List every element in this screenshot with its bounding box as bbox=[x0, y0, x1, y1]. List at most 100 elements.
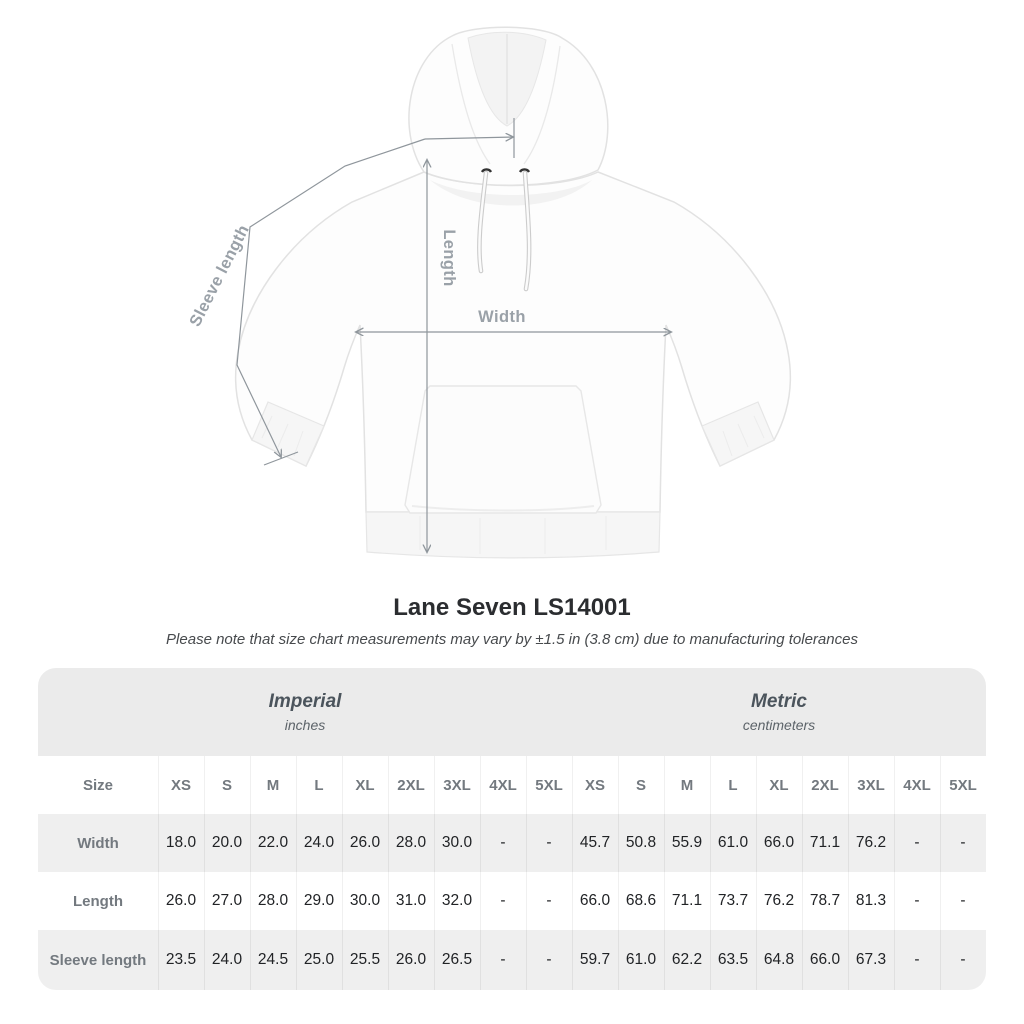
column-header: 3XL bbox=[848, 756, 894, 814]
imperial-unit-label: inches bbox=[284, 717, 326, 733]
table-cell: 71.1 bbox=[802, 814, 848, 872]
imperial-section-header: Imperial inches bbox=[38, 668, 572, 756]
drawstring-left-hl bbox=[478, 171, 488, 273]
table-cell: 28.0 bbox=[250, 872, 296, 930]
column-header: XL bbox=[756, 756, 802, 814]
length-label: Length bbox=[440, 229, 458, 286]
table-cell: 45.7 bbox=[572, 814, 618, 872]
eyelet-right bbox=[518, 168, 531, 173]
table-cell: 78.7 bbox=[802, 872, 848, 930]
table-cell: 66.0 bbox=[802, 930, 848, 990]
column-header: M bbox=[250, 756, 296, 814]
table-cell: 18.0 bbox=[158, 814, 204, 872]
measurement-annotations bbox=[236, 118, 671, 552]
cuff-left bbox=[251, 401, 325, 467]
table-cell: 61.0 bbox=[618, 930, 664, 990]
hoodie-body bbox=[234, 171, 792, 513]
table-cell: 26.5 bbox=[434, 930, 480, 990]
column-header: M bbox=[664, 756, 710, 814]
table-cell: 63.5 bbox=[710, 930, 756, 990]
sleeve-length-arrow bbox=[424, 137, 513, 139]
table-cell: 62.2 bbox=[664, 930, 710, 990]
sleeve-length-label: Sleeve length bbox=[186, 222, 253, 330]
column-header: 2XL bbox=[388, 756, 434, 814]
sleeve-length-path bbox=[236, 138, 426, 457]
hem-band bbox=[365, 511, 661, 559]
title-block: Lane Seven LS14001 Please note that size… bbox=[0, 594, 1024, 648]
column-header: S bbox=[618, 756, 664, 814]
table-cell: 68.6 bbox=[618, 872, 664, 930]
column-header: 4XL bbox=[480, 756, 526, 814]
table-cell: - bbox=[940, 872, 986, 930]
table-cell: 31.0 bbox=[388, 872, 434, 930]
column-header: 3XL bbox=[434, 756, 480, 814]
row-label: Length bbox=[73, 892, 123, 910]
sleeve-length-end-tick bbox=[263, 451, 299, 466]
table-cell: 61.0 bbox=[710, 814, 756, 872]
table-cell: - bbox=[480, 872, 526, 930]
table-cell: 67.3 bbox=[848, 930, 894, 990]
table-cell: 28.0 bbox=[388, 814, 434, 872]
column-header: L bbox=[296, 756, 342, 814]
table-cell: 64.8 bbox=[756, 930, 802, 990]
table-cell: - bbox=[480, 930, 526, 990]
column-header: L bbox=[710, 756, 756, 814]
column-header: 2XL bbox=[802, 756, 848, 814]
hood-crease-right bbox=[523, 45, 561, 165]
table-cell: 76.2 bbox=[756, 872, 802, 930]
eyelet-left bbox=[480, 168, 493, 173]
table-cell: 73.7 bbox=[710, 872, 756, 930]
imperial-label: Imperial bbox=[268, 691, 342, 712]
table-cell: 55.9 bbox=[664, 814, 710, 872]
table-cell: - bbox=[940, 814, 986, 872]
table-cell: 23.5 bbox=[158, 930, 204, 990]
table-cell: 76.2 bbox=[848, 814, 894, 872]
table-cell: 71.1 bbox=[664, 872, 710, 930]
column-header: XS bbox=[158, 756, 204, 814]
chest-shading bbox=[430, 180, 592, 206]
table-cell: 30.0 bbox=[342, 872, 388, 930]
table-cell: 22.0 bbox=[250, 814, 296, 872]
cuff-right bbox=[701, 401, 775, 467]
page-subtitle: Please note that size chart measurements… bbox=[166, 631, 858, 648]
hoodie-illustration: Sleeve length Length Width bbox=[186, 26, 792, 559]
size-column-header: Size bbox=[82, 776, 113, 794]
table-cell: 59.7 bbox=[572, 930, 618, 990]
table-cell: 66.0 bbox=[756, 814, 802, 872]
table-cell: 29.0 bbox=[296, 872, 342, 930]
table-cell: 26.0 bbox=[388, 930, 434, 990]
table-cell: 24.5 bbox=[250, 930, 296, 990]
row-label: Sleeve length bbox=[38, 930, 158, 990]
table-cell: 81.3 bbox=[848, 872, 894, 930]
kangaroo-pocket bbox=[404, 385, 602, 514]
pocket-shadow bbox=[411, 505, 595, 512]
width-label: Width bbox=[478, 308, 526, 326]
table-cell: - bbox=[894, 872, 940, 930]
drawstring-right-hl bbox=[523, 171, 531, 291]
table-cell: 24.0 bbox=[204, 930, 250, 990]
table-cell: 27.0 bbox=[204, 872, 250, 930]
table-cell: - bbox=[480, 814, 526, 872]
table-cell: 24.0 bbox=[296, 814, 342, 872]
table-cell: 25.5 bbox=[342, 930, 388, 990]
row-label: Width bbox=[38, 814, 158, 872]
metric-label: Metric bbox=[751, 691, 807, 712]
column-header: 5XL bbox=[526, 756, 572, 814]
table-cell: - bbox=[526, 814, 572, 872]
metric-unit-label: centimeters bbox=[742, 717, 816, 733]
table-cell: - bbox=[526, 930, 572, 990]
column-header: 4XL bbox=[894, 756, 940, 814]
column-header: S bbox=[204, 756, 250, 814]
hood-crease-left bbox=[451, 43, 491, 165]
column-header: 5XL bbox=[940, 756, 986, 814]
metric-section-header: Metric centimeters bbox=[572, 668, 986, 756]
table-cell: 50.8 bbox=[618, 814, 664, 872]
table-cell: - bbox=[894, 930, 940, 990]
table-cell: 20.0 bbox=[204, 814, 250, 872]
table-cell: 26.0 bbox=[158, 872, 204, 930]
column-header: XS bbox=[572, 756, 618, 814]
table-cell: - bbox=[526, 872, 572, 930]
page-title: Lane Seven LS14001 bbox=[393, 594, 631, 621]
table-cell: 25.0 bbox=[296, 930, 342, 990]
